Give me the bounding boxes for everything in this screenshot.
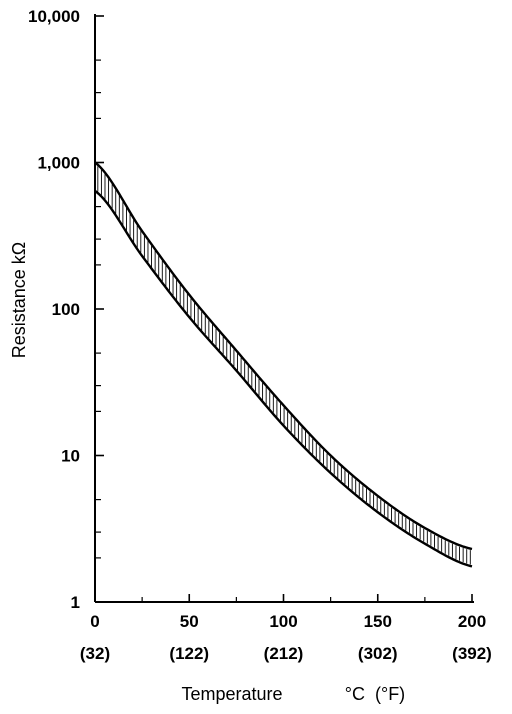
x-tick-sublabel: (122) xyxy=(169,644,209,663)
x-axis-unit-label: °C (°F) xyxy=(345,684,405,704)
x-tick-label: 100 xyxy=(269,612,297,631)
x-tick-label: 50 xyxy=(180,612,199,631)
y-tick-label: 10,000 xyxy=(28,7,80,26)
x-tick-sublabel: (32) xyxy=(80,644,110,663)
x-tick-label: 200 xyxy=(458,612,486,631)
y-tick-label: 100 xyxy=(52,300,80,319)
x-tick-sublabel: (302) xyxy=(358,644,398,663)
y-tick-label: 10 xyxy=(61,447,80,466)
axes-layer xyxy=(94,14,474,603)
y-tick-label: 1,000 xyxy=(37,154,80,173)
band-layer xyxy=(94,161,473,568)
x-tick-label: 150 xyxy=(364,612,392,631)
x-tick-label: 0 xyxy=(90,612,99,631)
upper-limit-curve xyxy=(94,161,473,551)
x-tick-sublabel: (392) xyxy=(452,644,492,663)
tick-layer: 1 10 100 1,000 10,000 0 (32) 50 (122) 100 (212) 150… xyxy=(28,7,492,663)
x-axis-label: Temperature xyxy=(181,684,282,704)
y-axis-label: Resistance kΩ xyxy=(9,242,29,359)
x-tick-sublabel: (212) xyxy=(264,644,304,663)
y-tick-label: 1 xyxy=(71,593,80,612)
band-hatching xyxy=(97,166,471,565)
lower-limit-curve xyxy=(94,189,473,568)
